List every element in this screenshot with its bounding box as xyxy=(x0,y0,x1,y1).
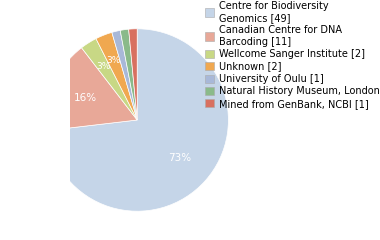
Text: 3%: 3% xyxy=(107,56,121,65)
Text: 3%: 3% xyxy=(96,61,110,71)
Wedge shape xyxy=(120,29,137,120)
Legend: Centre for Biodiversity
Genomics [49], Canadian Centre for DNA
Barcoding [11], W: Centre for Biodiversity Genomics [49], C… xyxy=(204,0,380,110)
Wedge shape xyxy=(112,30,137,120)
Wedge shape xyxy=(46,48,137,131)
Wedge shape xyxy=(96,32,137,120)
Wedge shape xyxy=(129,29,137,120)
Wedge shape xyxy=(82,39,137,120)
Wedge shape xyxy=(47,29,228,211)
Text: 16%: 16% xyxy=(73,93,97,103)
Text: 73%: 73% xyxy=(168,153,191,162)
